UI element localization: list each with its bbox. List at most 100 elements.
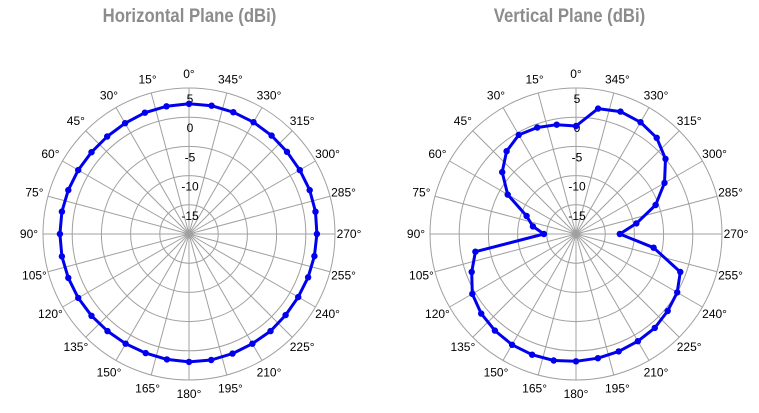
- data-point: [508, 341, 516, 348]
- data-point: [282, 311, 289, 319]
- data-point: [121, 120, 129, 127]
- vertical-polar-plot: 50-5-10-150°15°30°45°60°75°90°105°120°13…: [407, 67, 749, 401]
- data-point: [75, 294, 82, 302]
- horizontal-plane-panel: Horizontal Plane (dBi) 5 0 -5 -10 -15 0° 15° 30…: [0, 0, 379, 413]
- angle-tick-label: 195°: [218, 382, 243, 396]
- data-point: [572, 358, 580, 365]
- angle-tick-label: 330°: [644, 88, 669, 102]
- data-point: [104, 133, 111, 140]
- angle-tick-label: 135°: [63, 340, 88, 354]
- angle-tick-label: 165°: [522, 382, 547, 396]
- angle-tick-label: 285°: [331, 186, 356, 200]
- radial-tick-label: -5: [185, 150, 196, 164]
- grid-spoke: [575, 160, 703, 235]
- grid-spoke: [85, 233, 190, 338]
- data-point: [650, 244, 657, 251]
- data-point: [594, 355, 602, 362]
- angle-tick-label: 285°: [718, 186, 743, 200]
- data-point: [468, 268, 475, 276]
- grid-spoke: [85, 130, 190, 235]
- data-point: [534, 124, 541, 131]
- radial-tick-label: -15: [181, 209, 199, 223]
- data-point: [313, 230, 321, 238]
- angle-tick-label: 240°: [702, 307, 727, 321]
- angle-tick-label: 60°: [428, 147, 446, 161]
- grid-spoke: [188, 233, 293, 338]
- data-point: [295, 293, 302, 301]
- angle-tick-label: 75°: [412, 186, 430, 200]
- radial-tick-label: -10: [181, 180, 199, 194]
- radial-tick-labels: 50-5-10-15: [181, 92, 199, 223]
- data-point: [122, 340, 129, 347]
- angle-tick-label: 165°: [135, 382, 160, 396]
- data-point: [249, 340, 256, 347]
- chart-title: Vertical Plane (dBi): [493, 6, 646, 27]
- data-point: [523, 212, 530, 220]
- angle-tick-label: 195°: [605, 382, 630, 396]
- data-point: [664, 307, 671, 315]
- data-point: [141, 109, 149, 116]
- angle-tick-label: 315°: [677, 114, 702, 128]
- radial-tick-labels: 50-5-10-15: [568, 92, 586, 223]
- data-point: [142, 349, 149, 357]
- grid-spoke: [62, 160, 190, 235]
- data-point: [615, 348, 622, 355]
- angle-tick-label: 225°: [677, 340, 702, 354]
- angle-tick-label: 30°: [487, 88, 505, 102]
- angle-tick-label: 45°: [454, 114, 472, 128]
- data-point: [491, 327, 499, 334]
- angle-tick-label: 150°: [484, 366, 509, 380]
- data-point: [185, 100, 193, 108]
- angle-tick-label: 90°: [20, 227, 38, 241]
- data-point: [58, 253, 66, 260]
- radial-tick-label: 0: [187, 121, 194, 135]
- grid-spoke: [434, 233, 577, 273]
- data-point: [503, 148, 510, 155]
- angle-tick-label: 210°: [257, 366, 282, 380]
- data-point: [268, 132, 275, 139]
- grid-spoke: [502, 107, 577, 235]
- angle-tick-label: 300°: [702, 147, 727, 161]
- data-point: [653, 134, 660, 141]
- data-point: [472, 248, 479, 255]
- data-point: [515, 131, 522, 139]
- data-point: [208, 102, 215, 109]
- radial-tick-label: -10: [568, 180, 586, 194]
- grid-spoke: [47, 195, 190, 235]
- data-point: [499, 168, 506, 176]
- angle-tick-label: 60°: [41, 147, 59, 161]
- data-point: [634, 338, 642, 345]
- data-point: [163, 103, 170, 110]
- radial-tick-label: -15: [568, 209, 586, 223]
- grid-spoke: [449, 160, 577, 235]
- series: [468, 105, 684, 365]
- data-point: [296, 166, 303, 174]
- angle-tick-label: 0°: [570, 67, 582, 81]
- angle-tick-label: 135°: [450, 340, 475, 354]
- vertical-plane-panel: Vertical Plane (dBi) 50-5-10-150°15°30°4…: [380, 0, 759, 413]
- angle-tick-label: 300°: [315, 147, 340, 161]
- angle-tick-label: 255°: [718, 268, 743, 282]
- horizontal-polar-plot: 5 0 -5 -10 -15 0° 15° 30° 45° 60° 75° 90° 105° 120° 13…: [20, 67, 362, 401]
- data-point: [312, 208, 319, 215]
- data-point: [528, 351, 536, 358]
- polar-grid: [42, 87, 336, 381]
- angle-tick-label: 120°: [38, 307, 63, 321]
- grid-spoke: [188, 160, 316, 235]
- data-point: [594, 105, 602, 112]
- grid-spoke: [472, 130, 577, 235]
- data-point: [75, 166, 82, 174]
- angle-tick-label: 255°: [331, 268, 356, 282]
- angle-tick-label: 75°: [25, 186, 43, 200]
- angle-tick-label: 180°: [177, 387, 202, 401]
- angle-tick-labels: 0° 15° 30° 45° 60° 75° 90° 105° 120° 135° 150° 165°…: [20, 67, 362, 401]
- grid-spoke: [188, 130, 293, 235]
- angle-tick-label: 15°: [526, 72, 544, 86]
- angle-tick-label: 330°: [257, 88, 282, 102]
- data-point: [662, 155, 669, 163]
- grid-spoke: [575, 107, 650, 235]
- angle-tick-label: 120°: [425, 307, 450, 321]
- grid-spoke: [537, 92, 577, 235]
- data-point: [652, 201, 659, 209]
- angle-tick-label: 315°: [290, 114, 315, 128]
